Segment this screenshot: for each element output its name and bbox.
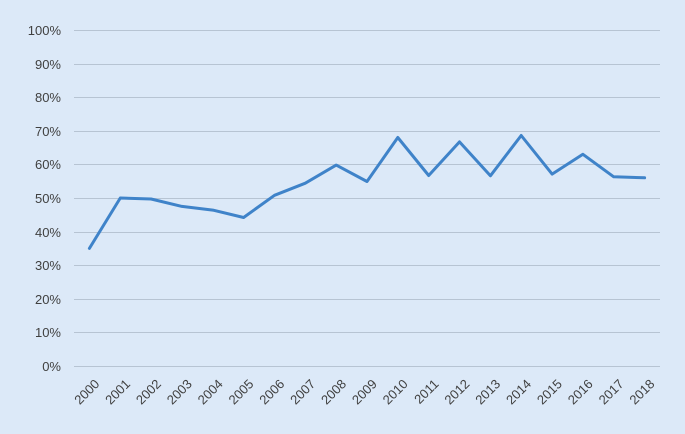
y-tick-label: 20% bbox=[35, 292, 61, 307]
y-tick-label: 30% bbox=[35, 258, 61, 273]
data-point bbox=[642, 175, 648, 181]
series-line bbox=[87, 134, 647, 250]
y-tick-label: 100% bbox=[28, 23, 62, 38]
data-point bbox=[210, 207, 216, 213]
series-layer bbox=[86, 133, 648, 251]
gridlines bbox=[74, 30, 660, 367]
data-point bbox=[86, 245, 92, 251]
y-tick-label: 10% bbox=[35, 325, 61, 340]
y-axis: 0% 10% 20% 30% 40% 50% 60% 70% 80% 90% 100% bbox=[28, 23, 62, 374]
data-point bbox=[487, 173, 493, 179]
data-point bbox=[148, 196, 154, 202]
data-point bbox=[426, 173, 432, 179]
y-tick-label: 80% bbox=[35, 90, 61, 105]
data-point bbox=[272, 192, 278, 198]
data-point bbox=[241, 215, 247, 221]
y-tick-label: 50% bbox=[35, 191, 61, 206]
data-point bbox=[302, 180, 308, 186]
data-point bbox=[549, 171, 555, 177]
data-point bbox=[580, 151, 586, 157]
data-point bbox=[117, 195, 123, 201]
data-point bbox=[333, 162, 339, 168]
y-tick-label: 90% bbox=[35, 57, 61, 72]
data-point bbox=[457, 139, 463, 145]
data-point bbox=[364, 179, 370, 185]
data-point bbox=[518, 133, 524, 139]
y-tick-label: 60% bbox=[35, 157, 61, 172]
data-point bbox=[395, 135, 401, 141]
data-point bbox=[611, 174, 617, 180]
y-tick-label: 70% bbox=[35, 124, 61, 139]
y-tick-label: 0% bbox=[42, 359, 61, 374]
y-tick-label: 40% bbox=[35, 225, 61, 240]
data-point bbox=[179, 203, 185, 209]
